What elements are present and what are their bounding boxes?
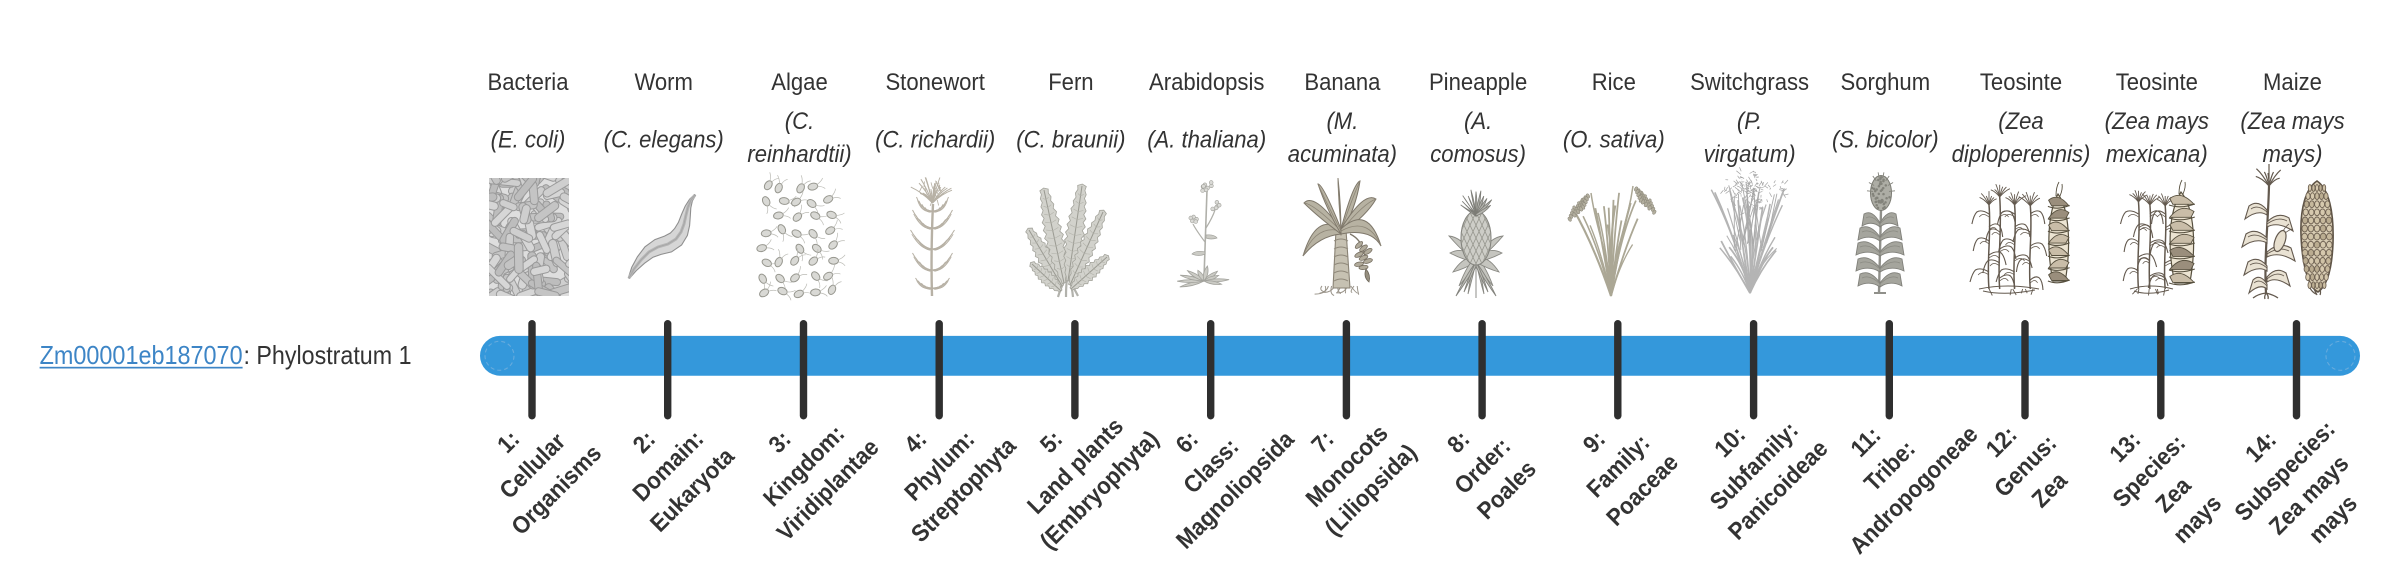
svg-text:Zm00001eb187070: Zm00001eb187070 [40,340,243,370]
svg-text:(A.: (A. [1464,108,1492,135]
svg-text:1:: 1: [492,426,525,459]
svg-text:6:: 6: [1171,426,1204,459]
svg-text:Teosinte: Teosinte [2116,69,2198,96]
svg-text:(S. bicolor): (S. bicolor) [1832,127,1939,154]
svg-text:(O. sativa): (O. sativa) [1563,127,1665,154]
svg-text:(P.: (P. [1737,108,1762,135]
svg-text:Pineapple: Pineapple [1429,69,1527,96]
svg-text:mays): mays) [2262,141,2322,168]
svg-text:virgatum): virgatum) [1704,141,1796,168]
svg-text:: Phylostratum 1: : Phylostratum 1 [244,340,412,370]
svg-text:5:: 5: [1035,426,1068,459]
svg-text:Arabidopsis: Arabidopsis [1149,69,1264,96]
svg-text:(C. braunii): (C. braunii) [1016,127,1125,154]
svg-text:Bacteria: Bacteria [488,69,570,96]
svg-text:Worm: Worm [634,69,693,96]
svg-text:(C.: (C. [785,108,814,135]
svg-text:Maize: Maize [2263,69,2322,96]
svg-text:Teosinte: Teosinte [1980,69,2062,96]
svg-text:mexicana): mexicana) [2106,141,2208,168]
svg-text:Algae: Algae [771,69,828,96]
svg-text:(C. richardii): (C. richardii) [875,127,995,154]
svg-text:(Zea mays: (Zea mays [2105,108,2209,135]
svg-text:8:: 8: [1442,426,1475,459]
svg-text:(M.: (M. [1326,108,1358,135]
svg-text:4:: 4: [899,426,932,459]
svg-text:diploperennis): diploperennis) [1952,141,2091,168]
svg-text:Rice: Rice [1592,69,1636,96]
svg-text:Stonewort: Stonewort [885,69,985,96]
svg-text:comosus): comosus) [1430,141,1526,168]
svg-text:(C. elegans): (C. elegans) [604,127,724,154]
svg-text:7:: 7: [1307,426,1340,459]
svg-text:Fern: Fern [1048,69,1093,96]
svg-text:(Zea: (Zea [1998,108,2043,135]
svg-text:2:: 2: [628,426,661,459]
svg-text:3:: 3: [764,426,797,459]
svg-text:Sorghum: Sorghum [1841,69,1931,96]
svg-text:(E. coli): (E. coli) [491,127,566,154]
svg-text:(Zea mays: (Zea mays [2240,108,2344,135]
svg-text:9:: 9: [1578,426,1611,459]
svg-text:Switchgrass: Switchgrass [1690,69,1809,96]
svg-text:reinhardtii): reinhardtii) [747,141,851,168]
svg-text:acuminata): acuminata) [1288,141,1397,168]
svg-text:Banana: Banana [1304,69,1381,96]
svg-text:(A. thaliana): (A. thaliana) [1147,127,1266,154]
